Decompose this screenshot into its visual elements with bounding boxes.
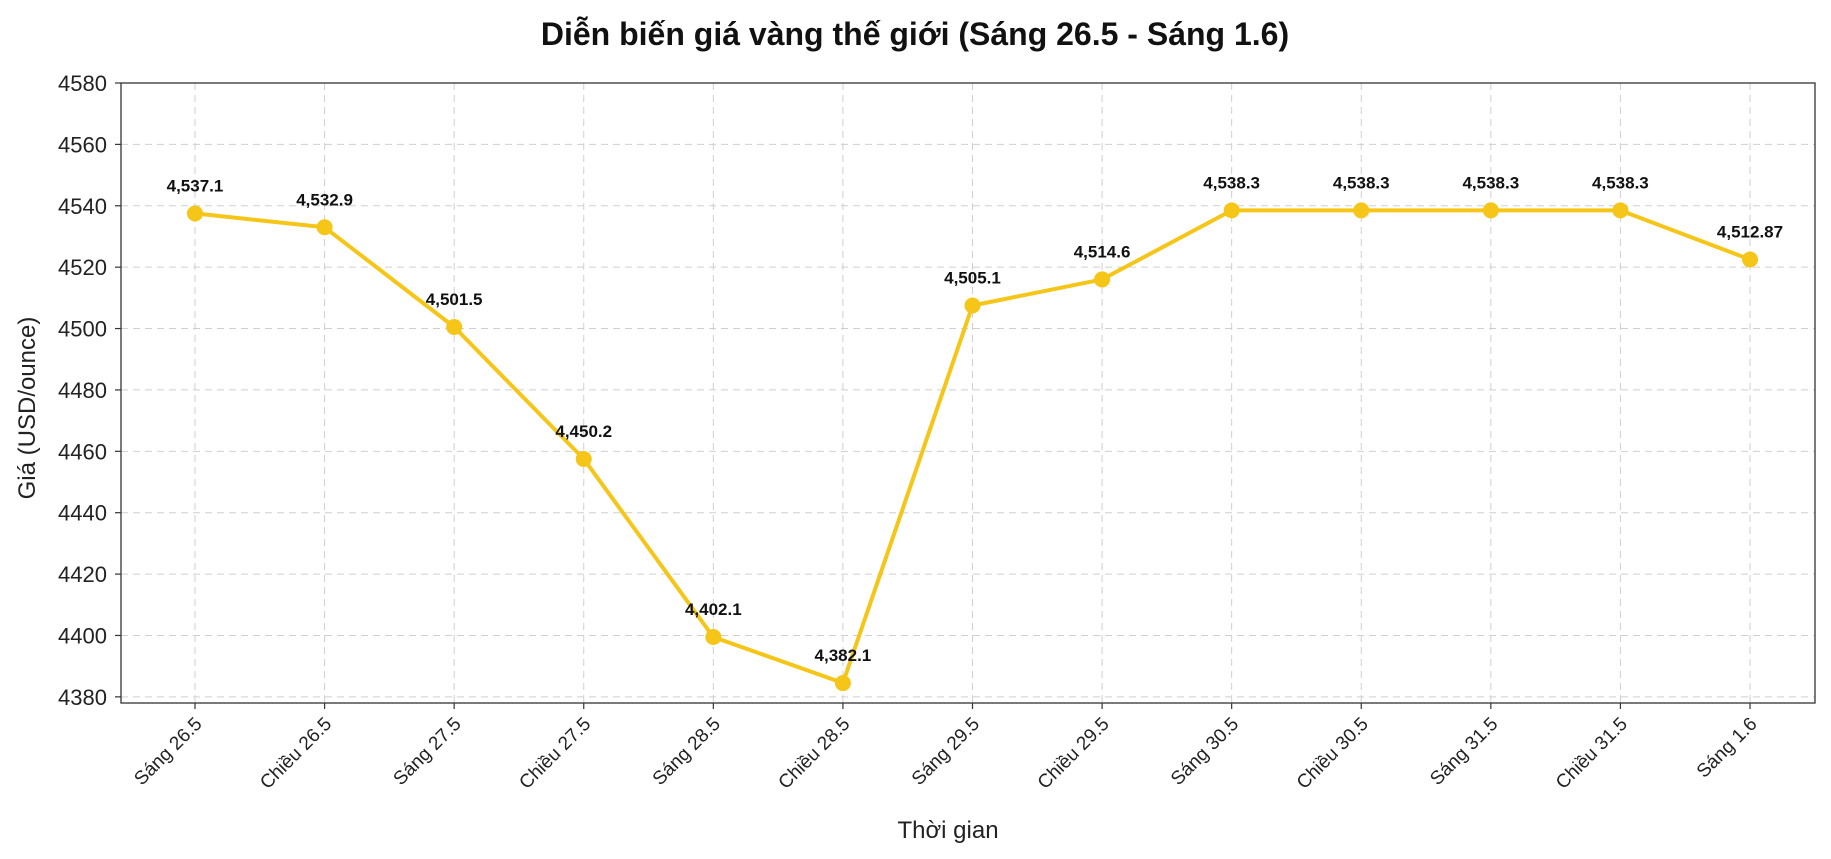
x-tick-label: Sáng 28.5 [649, 714, 725, 790]
data-point [834, 675, 851, 692]
x-tick-label: Chiều 31.5 [1552, 714, 1632, 794]
x-tick-label: Sáng 29.5 [908, 714, 984, 790]
y-tick-label: 4380 [58, 685, 107, 710]
data-point [1094, 271, 1111, 288]
data-point [1482, 202, 1499, 219]
data-labels: 4,537.1 4,532.9 4,501.5 4,450.2 4,402.1 4,382… [167, 173, 1783, 665]
x-tick-label: Sáng 26.5 [130, 714, 206, 790]
data-label: 4,538.3 [1203, 173, 1260, 192]
x-tick-label: Chiều 30.5 [1293, 714, 1373, 794]
data-point [446, 319, 463, 336]
y-tick-label: 4420 [58, 562, 107, 587]
x-tick-label: Sáng 30.5 [1167, 714, 1243, 790]
data-label: 4,538.3 [1592, 173, 1649, 192]
data-label: 4,505.1 [944, 269, 1001, 288]
axes: 4380 4400 4420 4440 4460 4480 4500 4520 4540 4560… [58, 71, 1816, 794]
data-label: 4,538.3 [1462, 173, 1519, 192]
plot-frame [120, 82, 1816, 704]
data-point [1223, 202, 1240, 219]
data-label: 4,501.5 [426, 290, 483, 309]
y-tick-label: 4520 [58, 255, 107, 280]
y-tick-label: 4440 [58, 501, 107, 526]
y-tick-label: 4500 [58, 317, 107, 342]
y-tick-label: 4460 [58, 439, 107, 464]
y-tick-label: 4480 [58, 378, 107, 403]
data-label: 4,538.3 [1333, 173, 1390, 192]
data-point [964, 297, 981, 314]
data-point [316, 219, 333, 236]
x-axis-label: Thời gian [897, 817, 998, 844]
grid-lines [121, 82, 1815, 703]
y-tick-label: 4540 [58, 194, 107, 219]
y-tick-label: 4580 [58, 71, 107, 96]
chart-title: Diễn biến giá vàng thế giới (Sáng 26.5 -… [541, 16, 1289, 52]
x-tick-label: Chiều 27.5 [515, 714, 595, 794]
y-tick-label: 4400 [58, 623, 107, 648]
data-label: 4,402.1 [685, 600, 742, 619]
data-label: 4,532.9 [296, 190, 353, 209]
x-tick-label: Chiều 26.5 [256, 714, 336, 794]
data-label: 4,537.1 [167, 176, 224, 195]
data-label: 4,512.87 [1717, 222, 1783, 241]
y-axis-label: Giá (USD/ounce) [14, 317, 41, 500]
data-points [187, 202, 1758, 692]
x-tick-label: Sáng 1.6 [1693, 714, 1762, 783]
data-point [187, 205, 203, 222]
data-label: 4,382.1 [815, 646, 872, 665]
data-label: 4,514.6 [1074, 242, 1131, 261]
x-tick-label: Chiều 29.5 [1034, 714, 1114, 794]
data-point [575, 450, 592, 467]
x-tick-label: Chiều 28.5 [775, 714, 855, 794]
y-tick-label: 4560 [58, 132, 107, 157]
data-point [1742, 251, 1758, 268]
data-point [705, 629, 722, 646]
data-point [1612, 202, 1629, 219]
x-tick-label: Sáng 31.5 [1426, 714, 1502, 790]
x-tick-label: Sáng 27.5 [390, 714, 466, 790]
data-point [1353, 202, 1370, 219]
data-label: 4,450.2 [555, 422, 612, 441]
